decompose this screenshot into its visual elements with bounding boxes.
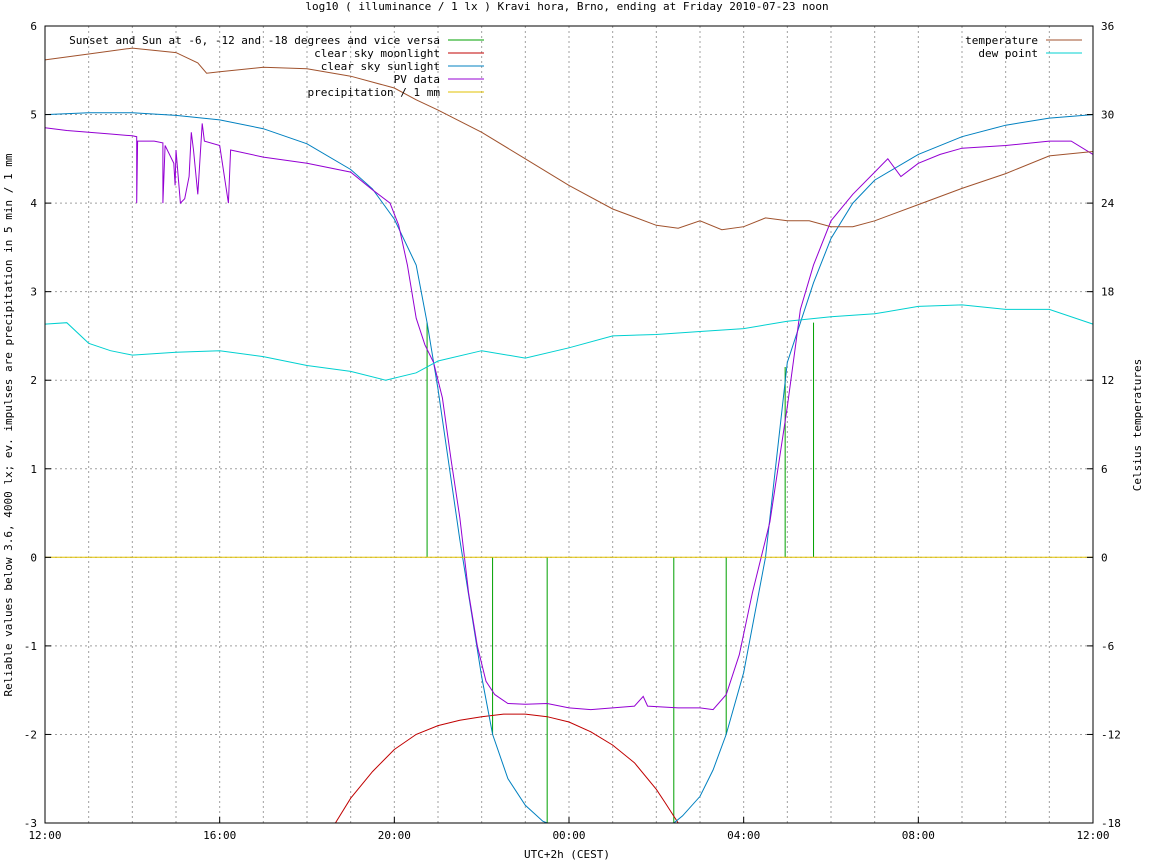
y2-tick-label: 12 — [1101, 374, 1114, 387]
legend-label: temperature — [965, 34, 1038, 47]
y-tick-label: -2 — [24, 728, 37, 741]
x-tick-label: 20:00 — [378, 829, 411, 842]
y2-tick-label: 0 — [1101, 551, 1108, 564]
legend: Sunset and Sun at -6, -12 and -18 degree… — [69, 34, 1082, 99]
x-tick-label: 04:00 — [727, 829, 760, 842]
y2-tick-label: -6 — [1101, 640, 1114, 653]
series-line-temperature — [44, 47, 1094, 231]
y-tick-label: 1 — [30, 463, 37, 476]
y-tick-label: -1 — [24, 640, 37, 653]
legend-label: clear sky sunlight — [321, 60, 440, 73]
grid-lines — [45, 26, 1093, 823]
x-tick-label: 12:00 — [28, 829, 61, 842]
series-line-clear-sky-sunlight — [44, 112, 1094, 824]
plot-border — [44, 25, 1094, 824]
y-tick-label: 5 — [30, 109, 37, 122]
series-group — [44, 47, 1094, 824]
x-tick-label: 08:00 — [902, 829, 935, 842]
y2-axis-label: Celsius temperatures — [1131, 359, 1144, 491]
y2-tick-label: -12 — [1101, 728, 1121, 741]
legend-label: PV data — [394, 73, 440, 86]
series-line-pv-data — [44, 123, 1094, 711]
y2-tick-label: -18 — [1101, 817, 1121, 830]
y2-tick-label: 6 — [1101, 463, 1108, 476]
legend-label: precipitation / 1 mm — [308, 86, 441, 99]
y2-tick-label: 24 — [1101, 197, 1115, 210]
y2-tick-label: 36 — [1101, 20, 1114, 33]
legend-label: Sunset and Sun at -6, -12 and -18 degree… — [69, 34, 440, 47]
y2-tick-label: 30 — [1101, 109, 1114, 122]
x-axis-label: UTC+2h (CEST) — [524, 848, 610, 861]
y-tick-label: 4 — [30, 197, 37, 210]
y2-tick-label: 18 — [1101, 286, 1114, 299]
y-tick-label: -3 — [24, 817, 37, 830]
x-tick-label: 00:00 — [552, 829, 585, 842]
legend-label: clear sky moonlight — [314, 47, 440, 60]
series-line-clear-sky-moonlight — [334, 713, 679, 824]
x-tick-label: 12:00 — [1076, 829, 1109, 842]
y-tick-label: 0 — [30, 551, 37, 564]
y-axis-label: Reliable values below 3.6, 4000 lx; ev. … — [2, 153, 15, 696]
chart-title: log10 ( illuminance / 1 lx ) Kravi hora,… — [305, 0, 828, 13]
legend-label: dew point — [978, 47, 1038, 60]
y-tick-label: 2 — [30, 374, 37, 387]
y-tick-label: 3 — [30, 286, 37, 299]
x-tick-label: 16:00 — [203, 829, 236, 842]
series-line-dew-point — [44, 304, 1094, 381]
y-tick-label: 6 — [30, 20, 37, 33]
